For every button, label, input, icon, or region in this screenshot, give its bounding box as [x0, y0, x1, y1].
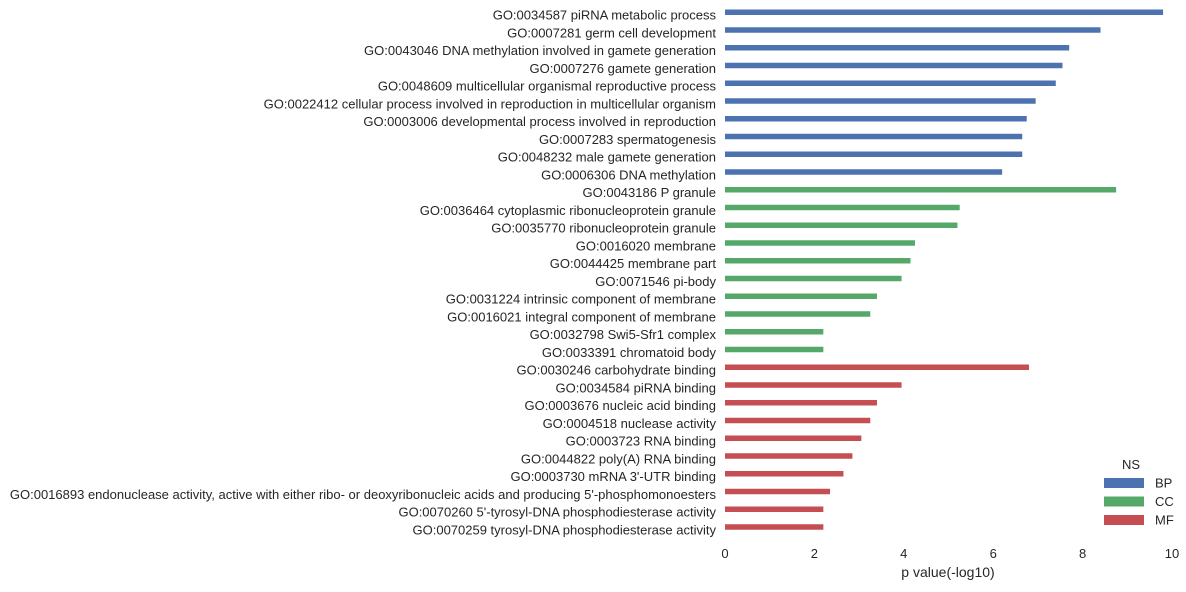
y-tick-label: GO:0036464 cytoplasmic ribonucleoprotein… — [420, 203, 716, 218]
bar-bp — [725, 9, 1164, 15]
y-tick-label: GO:0070260 5'-tyrosyl-DNA phosphodiester… — [398, 505, 716, 520]
y-tick-label: GO:0016020 membrane — [576, 238, 716, 253]
y-tick-label: GO:0007281 germ cell development — [507, 25, 716, 40]
y-tick-label: GO:0048609 multicellular organismal repr… — [378, 79, 717, 94]
y-tick-labels: GO:0034587 piRNA metabolic process GO:000… — [10, 8, 717, 538]
bar-cc — [725, 293, 877, 299]
bar-bp — [725, 45, 1070, 51]
y-tick-label: GO:0006306 DNA methylation — [541, 167, 716, 182]
bar-cc — [725, 346, 824, 353]
y-tick-label: GO:0007276 gamete generation — [530, 61, 716, 76]
y-tick-label: GO:0032798 Swi5-Sfr1 complex — [530, 327, 717, 342]
bar-mf — [725, 524, 824, 530]
y-tick-label: GO:0004518 nuclease activity — [543, 416, 717, 431]
bar-bp — [725, 133, 1023, 140]
bar-mf — [725, 453, 853, 459]
y-tick-label: GO:0034584 piRNA binding — [556, 380, 716, 395]
y-tick-label: GO:0044822 poly(A) RNA binding — [521, 451, 716, 466]
bar-cc — [725, 329, 824, 335]
y-tick-label: GO:0048232 male gamete generation — [498, 150, 716, 165]
legend: NS BP CC MF — [1104, 457, 1174, 528]
y-tick-label: GO:0070259 tyrosyl-DNA phosphodiesterase… — [413, 522, 717, 537]
bar-mf — [725, 417, 871, 424]
y-tick-label: GO:0035770 ribonucleoprotein granule — [491, 221, 716, 236]
bar-bp — [725, 98, 1036, 104]
bar-cc — [725, 187, 1117, 193]
bar-group — [725, 9, 1164, 530]
y-tick-label: GO:0003676 nucleic acid binding — [524, 398, 716, 413]
y-tick-label: GO:0033391 chromatoid body — [542, 345, 717, 360]
bar-bp — [725, 169, 1003, 175]
bar-mf — [725, 364, 1029, 370]
y-tick-label: GO:0030246 carbohydrate binding — [517, 363, 716, 378]
bar-bp — [725, 27, 1101, 33]
bar-bp — [725, 80, 1056, 86]
bar-cc — [725, 258, 911, 264]
y-tick-label: GO:0071546 pi-body — [595, 274, 716, 289]
legend-swatch-cc — [1104, 496, 1144, 507]
legend-swatch-bp — [1104, 478, 1144, 488]
y-tick-label: GO:0016021 integral component of membran… — [447, 309, 716, 324]
x-tick-label: 8 — [1079, 546, 1086, 561]
legend-label-cc: CC — [1155, 494, 1174, 509]
x-tick-labels: 0 2 4 6 8 10 — [721, 546, 1179, 561]
x-tick-label: 4 — [900, 546, 907, 561]
legend-title: NS — [1122, 457, 1140, 472]
x-tick-label: 10 — [1165, 546, 1179, 561]
legend-label-mf: MF — [1155, 513, 1174, 528]
y-tick-label: GO:0003006 developmental process involve… — [363, 114, 716, 129]
bar-mf — [725, 488, 831, 495]
bar-cc — [725, 275, 902, 282]
bar-bp — [725, 151, 1023, 157]
bar-bp — [725, 116, 1027, 122]
bar-cc — [725, 311, 871, 317]
x-tick-label: 2 — [811, 546, 818, 561]
y-tick-label: GO:0043186 P granule — [583, 185, 716, 200]
y-tick-label: GO:0007283 spermatogenesis — [539, 132, 717, 147]
bar-cc — [725, 222, 958, 228]
y-tick-label: GO:0044425 membrane part — [550, 256, 717, 271]
y-tick-label: GO:0016893 endonuclease activity, active… — [10, 487, 717, 502]
y-tick-label: GO:0003723 RNA binding — [566, 434, 716, 449]
bar-bp — [725, 62, 1063, 69]
y-tick-label: GO:0043046 DNA methylation involved in g… — [364, 43, 716, 58]
legend-swatch-mf — [1104, 515, 1144, 525]
y-tick-label: GO:0034587 piRNA metabolic process — [493, 8, 717, 23]
bar-mf — [725, 471, 844, 477]
bar-mf — [725, 506, 824, 512]
bar-cc — [725, 240, 915, 246]
x-axis-label: p value(-log10) — [901, 564, 994, 580]
y-tick-label: GO:0003730 mRNA 3'-UTR binding — [510, 469, 716, 484]
y-tick-label: GO:0031224 intrinsic component of membra… — [446, 292, 716, 307]
bar-mf — [725, 400, 877, 406]
bar-cc — [725, 204, 960, 211]
x-tick-label: 0 — [721, 546, 728, 561]
legend-label-bp: BP — [1155, 476, 1172, 491]
bar-mf — [725, 435, 862, 441]
bar-mf — [725, 382, 902, 388]
x-tick-label: 6 — [990, 546, 997, 561]
y-tick-label: GO:0022412 cellular process involved in … — [264, 96, 716, 111]
